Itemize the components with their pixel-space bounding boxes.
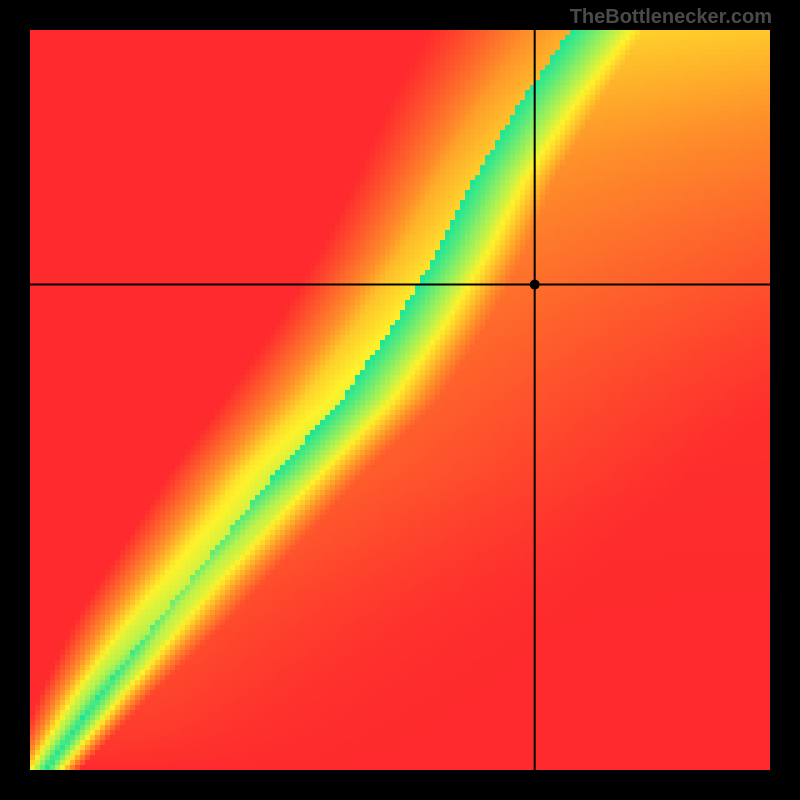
watermark-text: TheBottlenecker.com: [570, 6, 772, 29]
chart-container: TheBottlenecker.com: [0, 0, 800, 800]
heatmap-canvas: [30, 30, 770, 770]
